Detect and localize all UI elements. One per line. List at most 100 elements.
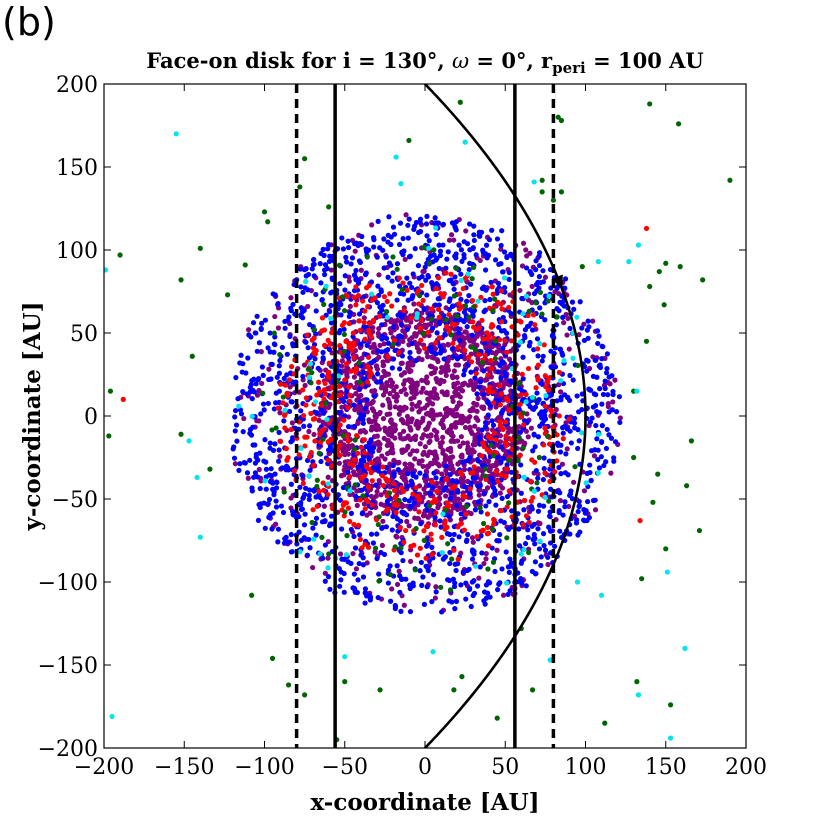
disk-point-blue bbox=[595, 340, 601, 347]
disk-point-blue bbox=[541, 503, 547, 509]
disk-point-red bbox=[325, 491, 331, 498]
disk-point-blue bbox=[581, 337, 588, 344]
disk-point-green bbox=[375, 521, 381, 528]
disk-point-blue bbox=[371, 358, 377, 364]
disk-point-blue bbox=[345, 469, 351, 476]
disk-point-blue bbox=[576, 498, 582, 505]
disk-point-purple bbox=[403, 212, 409, 218]
disk-point-blue bbox=[495, 369, 501, 375]
disk-point-blue bbox=[322, 542, 328, 548]
disk-point-red bbox=[362, 541, 368, 547]
disk-point-blue bbox=[317, 494, 323, 501]
disk-point-blue bbox=[253, 381, 259, 387]
disk-point-blue bbox=[320, 246, 326, 252]
disk-point-blue bbox=[391, 473, 397, 479]
disk-point-blue bbox=[401, 510, 407, 516]
disk-point-blue bbox=[583, 508, 589, 514]
outlier-point-cyan bbox=[682, 645, 688, 652]
disk-point-purple bbox=[419, 310, 425, 316]
disk-point-red bbox=[397, 525, 403, 531]
disk-point-blue bbox=[379, 322, 385, 328]
disk-point-purple bbox=[423, 490, 429, 496]
disk-point-blue bbox=[313, 515, 320, 521]
disk-point-blue bbox=[351, 571, 357, 577]
disk-point-purple bbox=[407, 369, 413, 375]
disk-point-green bbox=[413, 526, 419, 532]
disk-point-red bbox=[435, 306, 442, 313]
disk-point-blue bbox=[371, 444, 377, 451]
disk-point-purple bbox=[610, 399, 616, 405]
x-tick-label: 200 bbox=[725, 755, 767, 780]
disk-point-blue bbox=[469, 556, 476, 562]
disk-point-blue bbox=[437, 252, 444, 259]
disk-point-green bbox=[311, 326, 317, 333]
outlier-point-green bbox=[696, 527, 703, 534]
disk-point-blue bbox=[518, 462, 524, 468]
disk-point-blue bbox=[575, 532, 581, 538]
disk-point-blue bbox=[545, 554, 551, 560]
disk-point-red bbox=[383, 508, 389, 514]
disk-point-green bbox=[420, 330, 426, 337]
disk-point-blue bbox=[361, 324, 367, 330]
disk-point-blue bbox=[445, 249, 451, 255]
disk-point-green bbox=[421, 537, 427, 543]
disk-point-blue bbox=[385, 232, 391, 238]
disk-point-blue bbox=[495, 538, 502, 544]
chart-title: Face-on disk for i = 130°, ω = 0°, rperi… bbox=[146, 48, 704, 77]
outlier-point-cyan bbox=[398, 181, 404, 187]
disk-point-blue bbox=[560, 352, 566, 358]
disk-point-purple bbox=[471, 449, 477, 455]
disk-point-blue bbox=[302, 285, 308, 291]
disk-point-blue bbox=[507, 588, 513, 594]
disk-point-blue bbox=[377, 378, 384, 385]
disk-point-red bbox=[444, 524, 450, 530]
disk-point-blue bbox=[487, 580, 493, 586]
ticks-layer: −200 −150 −100 −50 0 50 100 150 200−200−150−100−… bbox=[38, 73, 767, 780]
disk-point-red bbox=[399, 484, 405, 491]
disk-point-blue bbox=[435, 296, 441, 302]
disk-point-blue bbox=[410, 580, 416, 586]
disk-point-blue bbox=[397, 589, 403, 595]
disk-point-blue bbox=[463, 580, 469, 586]
disk-point-red bbox=[291, 468, 298, 474]
disk-point-blue bbox=[599, 343, 605, 349]
disk-point-blue bbox=[534, 336, 541, 342]
disk-point-red bbox=[521, 422, 527, 428]
disk-point-blue bbox=[599, 423, 605, 429]
disk-point-blue bbox=[250, 320, 257, 326]
disk-point-red bbox=[456, 291, 463, 297]
x-tick-label: −50 bbox=[322, 755, 368, 780]
outlier-point-green bbox=[639, 576, 645, 582]
disk-point-green bbox=[428, 316, 434, 322]
disk-point-blue bbox=[288, 531, 294, 538]
disk-point-blue bbox=[248, 432, 255, 438]
disk-point-red bbox=[504, 504, 510, 510]
disk-point-blue bbox=[498, 328, 505, 334]
disk-point-purple bbox=[405, 360, 411, 367]
disk-point-red bbox=[306, 454, 313, 460]
disk-point-green bbox=[489, 526, 495, 532]
disk-point-blue bbox=[508, 360, 515, 366]
disk-point-cyan bbox=[236, 403, 242, 409]
disk-point-purple bbox=[448, 232, 455, 238]
disk-point-blue bbox=[552, 364, 559, 370]
disk-point-blue bbox=[574, 393, 580, 399]
disk-point-purple bbox=[350, 550, 356, 557]
disk-point-blue bbox=[540, 531, 547, 537]
disk-point-blue bbox=[516, 543, 523, 549]
disk-point-blue bbox=[469, 579, 475, 585]
outlier-point-cyan bbox=[664, 569, 670, 575]
disk-point-blue bbox=[387, 563, 393, 569]
disk-point-blue bbox=[328, 302, 334, 309]
disk-point-blue bbox=[348, 526, 354, 533]
disk-point-red bbox=[523, 391, 529, 398]
disk-point-red bbox=[442, 518, 448, 524]
disk-point-purple bbox=[483, 556, 489, 562]
disk-point-blue bbox=[579, 325, 585, 331]
disk-point-purple bbox=[566, 346, 572, 352]
disk-point-blue bbox=[290, 512, 296, 518]
disk-point-blue bbox=[468, 480, 474, 486]
disk-point-green bbox=[357, 379, 363, 385]
disk-point-blue bbox=[603, 370, 610, 376]
outlier-point-green bbox=[406, 137, 412, 144]
